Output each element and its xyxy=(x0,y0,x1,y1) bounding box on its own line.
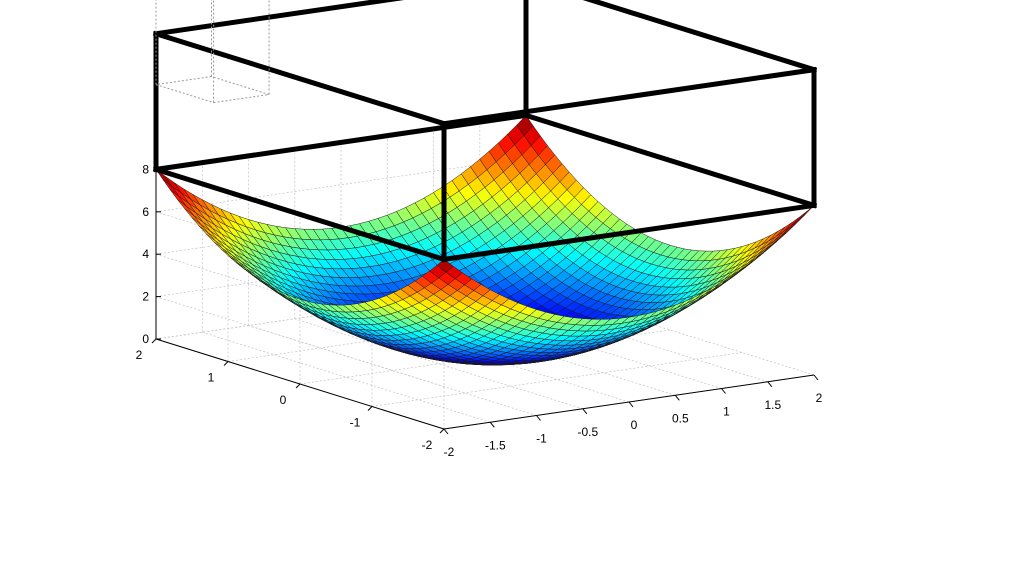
y-tick-mark xyxy=(439,428,445,434)
surface-mesh xyxy=(155,115,815,366)
x-tick-mark xyxy=(443,428,449,435)
x-tick-label: -1 xyxy=(536,432,547,446)
y-tick-mark xyxy=(367,406,373,411)
y-tick-label: 0 xyxy=(280,393,287,407)
surface-patch xyxy=(782,216,800,233)
x-tick-mark xyxy=(767,381,773,388)
z-tick-label: 8 xyxy=(142,162,149,176)
axes-frame xyxy=(151,168,819,435)
x-tick-mark xyxy=(674,394,680,401)
x-tick-label: 1 xyxy=(723,405,730,419)
z-tick-label: 6 xyxy=(142,205,149,219)
box-edge xyxy=(582,0,818,73)
box-edge xyxy=(152,30,448,127)
box-edge xyxy=(441,202,817,263)
dotted-box-edge xyxy=(155,76,212,86)
y-tick-mark xyxy=(223,361,229,366)
x-tick-mark xyxy=(582,408,588,415)
x-tick-label: 0 xyxy=(631,418,638,432)
annotation-boxes xyxy=(152,0,818,263)
tick-labels: -2 -1.5 -1 -0.5 0 0.5 1 1.5 2 -2 -1 0 1 2 0 2 4 6 8 xyxy=(136,162,823,459)
x-tick-mark xyxy=(813,374,819,381)
x-tick-label: 0.5 xyxy=(672,411,689,425)
x-tick-label: 2 xyxy=(816,391,823,405)
z-tick-label: 0 xyxy=(142,332,149,346)
x-tick-mark xyxy=(628,401,634,408)
y-tick-label: 1 xyxy=(208,371,215,385)
x-tick-mark xyxy=(489,421,495,428)
x-tick-mark xyxy=(536,415,541,421)
x-tick-mark xyxy=(721,388,726,394)
surface-patch xyxy=(797,205,815,222)
dotted-box-edge xyxy=(155,84,214,104)
box-edge xyxy=(153,112,529,173)
box-edge xyxy=(522,112,818,209)
x-tick-label: -2 xyxy=(444,445,455,459)
dotted-box-edge xyxy=(211,76,270,95)
box-edge xyxy=(153,0,405,37)
y-tick-label: -1 xyxy=(350,416,361,430)
y-tick-mark xyxy=(295,383,301,389)
x-tick-label: -0.5 xyxy=(577,425,598,439)
grid-line xyxy=(371,352,743,407)
dotted-box-edge xyxy=(213,94,270,104)
box-edge xyxy=(152,166,448,263)
x-tick-label: 1.5 xyxy=(764,398,781,412)
box-edge xyxy=(441,66,817,127)
z-tick-label: 4 xyxy=(142,247,149,261)
x-tick-label: -1.5 xyxy=(485,438,506,452)
z-tick-label: 2 xyxy=(142,290,149,304)
y-tick-label: 2 xyxy=(136,348,143,362)
y-tick-mark xyxy=(151,338,157,344)
y-tick-label: -2 xyxy=(422,438,433,452)
